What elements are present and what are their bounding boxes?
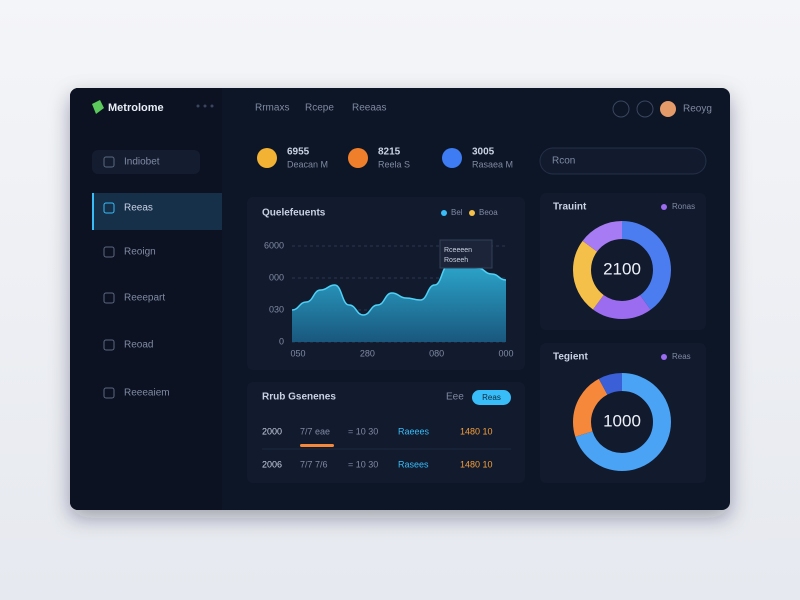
nav-icon xyxy=(103,339,115,351)
stat-value: 8215 xyxy=(378,147,401,158)
table-title: Rrub Gsenenes xyxy=(262,392,336,403)
nav-icon xyxy=(103,156,115,168)
table-cell: = 10 30 xyxy=(348,459,378,469)
sidebar-top-item xyxy=(92,150,200,174)
stat-icon xyxy=(442,148,462,168)
avatar[interactable] xyxy=(660,101,676,117)
nav-item[interactable]: Reeepart xyxy=(124,293,165,304)
y-tick-label: 030 xyxy=(269,304,284,314)
sidebar-items: Indiobet Reeas Reoign Reeepart Reoad Reeeaiem xyxy=(103,156,170,399)
donut-segment xyxy=(573,221,671,319)
donut-segment xyxy=(573,221,671,319)
table: 2000 7/7 eae = 10 30 Raeees 1480 10 2006 7/7 7… xyxy=(262,426,493,469)
table-cell: 2006 xyxy=(262,459,282,469)
donut-title: Tegient xyxy=(553,352,588,363)
progress-bar xyxy=(300,444,334,447)
donut-segment xyxy=(573,373,671,471)
nav-item[interactable]: Reeas xyxy=(124,203,153,214)
legend-swatch xyxy=(661,204,667,210)
top-nav[interactable]: Reeaas xyxy=(352,103,386,114)
tooltip-text: Rceeeen xyxy=(444,247,472,254)
legend-swatch xyxy=(441,210,447,216)
stat-label: Reela S xyxy=(378,159,410,169)
nav-item[interactable]: Reoad xyxy=(124,340,153,351)
legend-swatch xyxy=(469,210,475,216)
donut-segment xyxy=(573,221,671,319)
stat-value: 6955 xyxy=(287,147,310,158)
table-cell: 2000 xyxy=(262,426,282,436)
donut-segment xyxy=(573,373,671,471)
x-tick-label: 080 xyxy=(429,348,444,358)
nav-icon xyxy=(103,202,115,214)
stat-value: 3005 xyxy=(472,147,495,158)
legend-label: Beoa xyxy=(479,208,498,217)
table-cell: = 10 30 xyxy=(348,426,378,436)
table-button[interactable] xyxy=(472,390,511,405)
active-marker xyxy=(92,193,94,230)
search-text[interactable]: Rcon xyxy=(552,156,575,167)
logo xyxy=(92,100,104,114)
table-filter[interactable]: Eee xyxy=(446,392,464,403)
table-card xyxy=(247,382,525,483)
stat-icon xyxy=(257,148,277,168)
dot xyxy=(196,104,200,108)
legend-label: Ronas xyxy=(672,202,695,211)
legend-label: Bel xyxy=(451,208,463,217)
active-item xyxy=(92,193,222,230)
dot xyxy=(210,104,214,108)
x-tick-label: 000 xyxy=(498,348,513,358)
area xyxy=(292,262,506,342)
donut-center: 1000 xyxy=(603,411,641,430)
y-tick-label: 6000 xyxy=(264,240,284,250)
icon-button[interactable] xyxy=(636,100,654,118)
donut-title: Trauint xyxy=(553,202,587,213)
table-cell: 7/7 7/6 xyxy=(300,459,328,469)
donut-center: 2100 xyxy=(603,259,641,278)
legend-swatch xyxy=(661,354,667,360)
legend-label: Reas xyxy=(672,352,691,361)
nav-icon xyxy=(103,292,115,304)
top-nav[interactable]: Rcepe xyxy=(305,103,334,114)
user-name[interactable]: Reoyg xyxy=(683,104,712,115)
icon-button[interactable] xyxy=(612,100,630,118)
table-cell: 7/7 eae xyxy=(300,426,330,436)
donuts: Trauint Ronas 2100 Tegient Reas 1000 xyxy=(540,193,706,483)
table-button-label[interactable]: Reas xyxy=(482,393,501,402)
top-nav[interactable]: Rrmaxs xyxy=(255,103,289,114)
nav-icon xyxy=(103,387,115,399)
nav-item[interactable]: Reeeaiem xyxy=(124,388,170,399)
table-cell: Raeees xyxy=(398,426,430,436)
nav-icon xyxy=(103,246,115,258)
table-cell: 1480 10 xyxy=(460,459,493,469)
area-title: Quelefeuents xyxy=(262,208,326,219)
stat-label: Deacan M xyxy=(287,159,328,169)
nav-item[interactable]: Reoign xyxy=(124,247,156,258)
x-tick-label: 280 xyxy=(360,348,375,358)
y-tick-label: 0 xyxy=(279,336,284,346)
table-cell: 1480 10 xyxy=(460,426,493,436)
nav-item[interactable]: Indiobet xyxy=(124,157,160,168)
brand: Metrolome xyxy=(108,102,164,114)
dot xyxy=(203,104,207,108)
tooltip-text: Roseeh xyxy=(444,257,468,264)
x-tick-label: 050 xyxy=(290,348,305,358)
stat-icon xyxy=(348,148,368,168)
stat-label: Rasaea M xyxy=(472,159,513,169)
table-cell: Rasees xyxy=(398,459,429,469)
search-box[interactable] xyxy=(539,147,707,175)
tooltip xyxy=(439,239,493,269)
y-tick-label: 000 xyxy=(269,272,284,282)
